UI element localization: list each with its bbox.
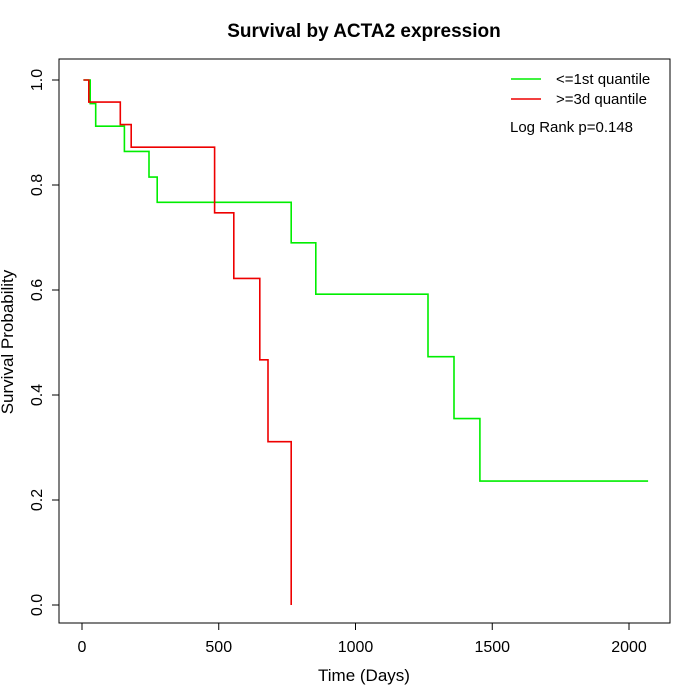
x-tick-label: 2000 bbox=[611, 639, 647, 656]
legend: <=1st quantile >=3d quantile bbox=[511, 71, 650, 108]
legend-label: >=3d quantile bbox=[556, 91, 647, 108]
series-line-2 bbox=[83, 79, 293, 605]
chart-title: Survival by ACTA2 expression bbox=[227, 21, 501, 42]
y-tick-label: 0.2 bbox=[29, 489, 46, 511]
x-tick-label: 500 bbox=[205, 639, 232, 656]
y-axis: 0.0 0.2 0.4 0.6 0.8 1.0 bbox=[29, 69, 60, 616]
x-tick-label: 1500 bbox=[474, 639, 510, 656]
log-rank-annotation: Log Rank p=0.148 bbox=[510, 119, 633, 136]
y-tick-label: 0.8 bbox=[29, 174, 46, 196]
y-tick-label: 1.0 bbox=[29, 69, 46, 91]
y-tick-label: 0.6 bbox=[29, 279, 46, 301]
series-line-1 bbox=[83, 79, 649, 482]
legend-label: <=1st quantile bbox=[556, 71, 650, 88]
plot-frame bbox=[58, 58, 671, 624]
x-axis-label: Time (Days) bbox=[318, 666, 410, 685]
y-tick-label: 0.4 bbox=[29, 384, 46, 406]
x-axis: 0 500 1000 1500 2000 bbox=[78, 622, 647, 656]
y-tick-label: 0.0 bbox=[29, 594, 46, 616]
series-lines bbox=[83, 79, 649, 605]
x-tick-label: 1000 bbox=[338, 639, 374, 656]
y-axis-label: Survival Probability bbox=[0, 269, 17, 414]
x-tick-label: 0 bbox=[78, 639, 87, 656]
